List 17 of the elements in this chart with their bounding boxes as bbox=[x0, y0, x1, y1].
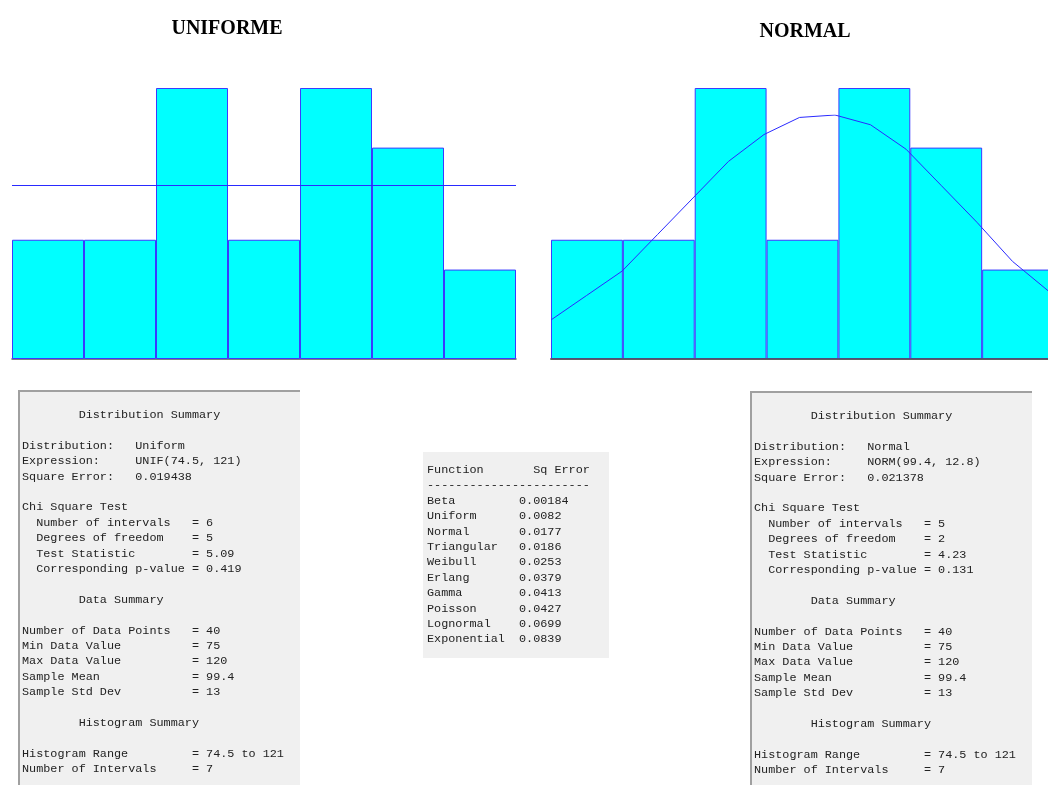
text: Histogram Summary bbox=[809, 717, 932, 733]
text: Histogram Range = 74.5 to 121 Number of Intervals = 7 bbox=[22, 746, 285, 778]
text: Distribution: Uniform Expression: UNIF(74.5, 121) Square Error: 0.019438 bbox=[22, 438, 243, 486]
text: Function Sq Error ----------------------- Beta 0.00184 Uniform 0.0082 Normal 0.0177 Triangular 0.0186 Weibull 0.0253 Erlang 0.0379 Gamma 0.0413 Poisson 0.0427 Lognormal 0.0699 Exponential 0.0839 bbox=[427, 463, 590, 647]
text: Distribution: Normal Expression: NORM(99.4, 12.8) Square Error: 0.021378 bbox=[754, 439, 982, 487]
text: Data Summary bbox=[809, 593, 897, 610]
text: Distribution Summary bbox=[77, 408, 222, 424]
chart-title: UNIFORME bbox=[171, 16, 283, 38]
chart-title: NORMAL bbox=[759, 19, 851, 41]
text: Distribution Summary bbox=[809, 409, 954, 425]
text: Number of Data Points = 40 Min Data Value = 75 Max Data Value = 120 Sample Mean = 99.4 Sample Std Dev = 13 bbox=[22, 623, 236, 701]
text: Chi Square Test Number of intervals = 5 Degrees of freedom = 2 Test Statistic = 4.23 Corresponding p-value = 0.131 bbox=[754, 501, 975, 579]
text: Data Summary bbox=[77, 592, 165, 609]
text: Histogram Range = 74.5 to 121 Number of Intervals = 7 bbox=[754, 747, 1017, 779]
text: Histogram Summary bbox=[77, 716, 200, 732]
text: Number of Data Points = 40 Min Data Value = 75 Max Data Value = 120 Sample Mean = 99.4 Sample Std Dev = 13 bbox=[754, 624, 968, 702]
text: Chi Square Test Number of intervals = 6 Degrees of freedom = 5 Test Statistic = 5.09 Corresponding p-value = 0.419 bbox=[22, 500, 243, 578]
